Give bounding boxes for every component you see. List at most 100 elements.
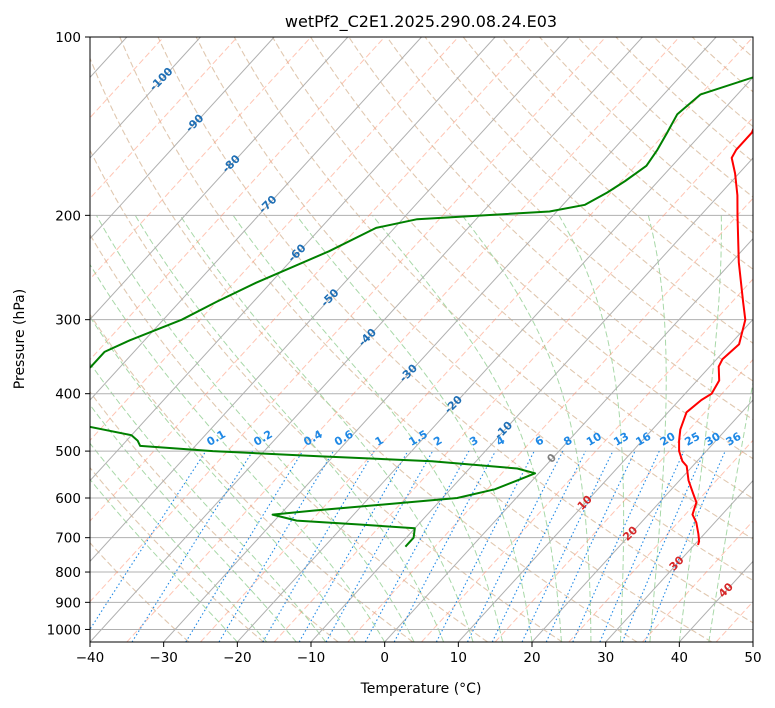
x-tick-label: −20 <box>223 650 252 666</box>
isotherm-dashed-line <box>90 37 386 361</box>
moist-adiabat <box>232 215 503 642</box>
y-tick-label: 700 <box>55 531 81 547</box>
dry-adiabats <box>90 37 753 642</box>
chart-title: wetPf2_C2E1.2025.290.08.24.E03 <box>285 12 557 32</box>
moist-adiabat <box>372 214 562 642</box>
mixing-ratio-line <box>364 450 470 642</box>
moist-adiabat <box>179 215 474 642</box>
isotherm-line <box>457 318 753 642</box>
x-tick-label: −30 <box>149 650 178 666</box>
dry-adiabat <box>90 313 414 642</box>
moist-adiabat <box>90 478 238 642</box>
x-tick-label: 30 <box>597 650 614 666</box>
mixing-ratio-line <box>218 450 334 642</box>
isotherm-line <box>90 37 201 159</box>
dry-adiabat <box>90 466 264 642</box>
moist-adiabat <box>90 362 327 642</box>
isotherm-dashed-line <box>273 116 753 642</box>
x-axis-ticks: −40 −30 −20 −10 0 10 20 30 40 50 <box>76 642 762 666</box>
isotherm-dashed-line <box>90 37 459 442</box>
dry-adiabat <box>462 37 753 307</box>
dry-adiabat <box>90 56 638 642</box>
isotherm-line <box>90 37 275 240</box>
y-tick-label: 900 <box>55 595 81 611</box>
isotherm-line <box>163 37 717 642</box>
mixing-ratio-line <box>572 450 660 642</box>
dry-adiabat <box>272 37 753 500</box>
isotherm-dashed-line <box>90 37 533 522</box>
mixing-ratio-line <box>298 450 409 642</box>
isotherm-line <box>90 37 496 482</box>
isotherm-line <box>310 157 753 642</box>
isotherm-dashed-line <box>642 520 753 642</box>
dry-adiabat <box>90 390 339 642</box>
isotherm-line <box>236 76 753 642</box>
x-tick-label: 10 <box>450 650 467 666</box>
mixing-ratio-line <box>131 450 254 642</box>
isotherm-dashed-line <box>200 37 753 642</box>
y-tick-label: 200 <box>55 208 81 224</box>
temperature-line <box>678 127 753 546</box>
isotherm-line <box>384 237 753 642</box>
x-tick-label: 0 <box>380 650 389 666</box>
mixing-ratio-line <box>521 450 614 642</box>
mixing-ratio-line <box>491 450 587 642</box>
x-tick-label: −10 <box>297 650 326 666</box>
y-tick-label: 800 <box>55 565 81 581</box>
x-tick-label: −40 <box>76 650 105 666</box>
moist-adiabat <box>90 404 297 642</box>
y-axis-label: Pressure (hPa) <box>12 289 28 389</box>
isotherm-dashed-line <box>421 278 753 642</box>
isotherm-line <box>531 399 753 642</box>
mixing-ratio-line <box>325 450 434 642</box>
y-tick-label: 500 <box>55 444 81 460</box>
isotherm-dashed-line <box>494 358 753 642</box>
dry-adiabat <box>233 37 753 540</box>
moist-adiabat <box>678 215 722 642</box>
x-tick-label: 40 <box>671 650 688 666</box>
x-tick-label: 20 <box>523 650 540 666</box>
moist-adiabats <box>90 214 753 642</box>
isotherm-line <box>605 479 753 642</box>
moist-adiabat <box>296 215 533 642</box>
dry-adiabat <box>90 149 563 642</box>
y-tick-label: 600 <box>55 491 81 507</box>
isotherm-line <box>90 37 422 401</box>
moist-adiabat <box>647 215 667 642</box>
y-tick-label: 400 <box>55 387 81 403</box>
moist-adiabat <box>708 379 753 642</box>
dewpoint-line <box>90 76 753 548</box>
isotherm-dashed-line <box>347 197 753 642</box>
dry-adiabat <box>90 233 488 642</box>
isotherm-line <box>90 37 570 563</box>
moist-adiabat <box>134 215 445 642</box>
moist-adiabat <box>558 215 625 642</box>
isotherm-dashed-line <box>90 37 607 603</box>
y-tick-label: 300 <box>55 313 81 329</box>
mixing-ratio-line <box>545 450 636 642</box>
moist-adiabat <box>90 263 386 642</box>
isotherm-dashed-line <box>568 439 753 642</box>
isotherm-line <box>90 37 643 642</box>
y-tick-label: 100 <box>55 30 81 46</box>
moist-adiabat <box>90 315 356 642</box>
moist-adiabat <box>461 214 592 642</box>
dry-adiabat <box>424 37 753 344</box>
isotherm-dashed-line <box>126 37 680 642</box>
plot-frame <box>89 36 754 643</box>
mixing-ratio-line <box>185 450 304 642</box>
y-tick-label: 1000 <box>47 622 81 638</box>
mixing-ratio-line <box>644 450 726 642</box>
dry-adiabat <box>157 37 753 624</box>
dry-adiabat <box>195 37 753 582</box>
dry-adiabat <box>119 37 712 642</box>
isotherm-gridlines <box>90 37 753 642</box>
sounding-series <box>90 76 753 548</box>
x-axis-label: Temperature (°C) <box>360 681 482 697</box>
y-axis-ticks: 100 200 300 400 500 600 700 800 900 1000 <box>47 30 90 638</box>
isotherm-line <box>90 37 349 321</box>
x-tick-label: 50 <box>744 650 761 666</box>
moist-adiabat <box>90 442 268 642</box>
